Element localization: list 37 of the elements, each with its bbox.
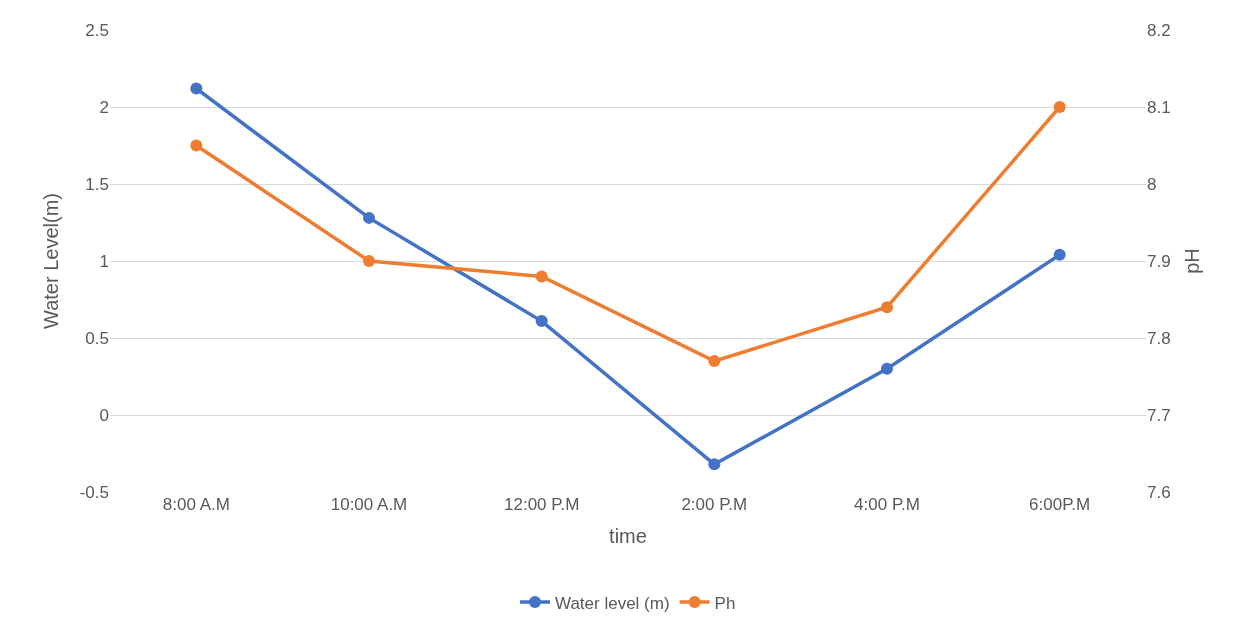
y2-tick-label: 7.7 <box>1147 405 1171 425</box>
x-tick-label: 8:00 A.M <box>162 495 230 514</box>
point <box>190 82 203 95</box>
y-tick-label: 2 <box>99 97 109 117</box>
y-tick-label: 0 <box>99 405 109 425</box>
point <box>881 301 893 314</box>
y-tick-label: 0.5 <box>85 328 109 348</box>
point <box>1053 248 1066 261</box>
x-tick-label: 2:00 P.M <box>681 495 748 514</box>
y-axis-title: Water Level(m) <box>40 193 63 329</box>
point <box>535 315 548 328</box>
y-tick-label: -0.5 <box>79 482 109 502</box>
legend-label: Water level (m) <box>555 593 670 613</box>
y-tick-label: 1 <box>99 251 109 271</box>
point <box>708 355 721 368</box>
y-tick-label: 2.5 <box>85 20 109 40</box>
y2-tick-label: 8.2 <box>1147 20 1171 40</box>
y2-tick-label: 7.9 <box>1147 251 1171 271</box>
point <box>363 255 375 267</box>
x-tick-label: 4:00 P.M <box>854 495 920 514</box>
legend-label: Ph <box>714 593 736 613</box>
y2-tick-label: 7.8 <box>1147 328 1171 348</box>
point <box>190 139 203 152</box>
x-tick-label: 10:00 A.M <box>330 495 408 514</box>
y-tick-label: 1.5 <box>85 174 109 194</box>
point <box>708 458 721 471</box>
point <box>535 270 548 283</box>
y2-axis-title: pH <box>1181 248 1204 274</box>
point <box>363 211 375 224</box>
x-tick-label: 12:00 P.M <box>504 495 580 514</box>
y2-tick-label: 7.6 <box>1147 482 1171 502</box>
point <box>881 362 893 375</box>
x-tick-label: 6:00P.M <box>1029 495 1091 514</box>
y2-tick-label: 8.1 <box>1147 97 1171 117</box>
point <box>1053 101 1066 113</box>
x-axis-title: time <box>609 524 647 547</box>
y2-tick-label: 8 <box>1147 174 1157 194</box>
